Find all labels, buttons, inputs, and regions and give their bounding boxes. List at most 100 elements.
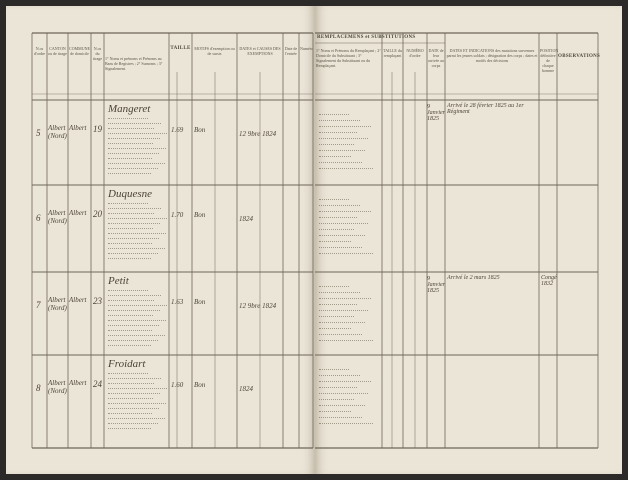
handwritten-line bbox=[108, 128, 154, 129]
row-taille: 1.69 bbox=[171, 126, 184, 134]
handwritten-line bbox=[108, 378, 161, 379]
printed-line bbox=[319, 223, 368, 224]
column-header-motifs: MOTIFS d'exemption ou de sursis bbox=[194, 46, 235, 56]
handwritten-line bbox=[108, 340, 158, 341]
printed-line bbox=[319, 241, 351, 242]
column-header-canton: CANTON ou de tirage bbox=[48, 46, 67, 56]
printed-line bbox=[319, 381, 371, 382]
row-motif: Bon bbox=[194, 298, 206, 306]
handwritten-line bbox=[108, 373, 148, 374]
printed-line bbox=[319, 144, 354, 145]
handwritten-line bbox=[108, 335, 165, 336]
printed-line bbox=[319, 286, 349, 287]
row-motif: Bon bbox=[194, 126, 206, 134]
printed-line bbox=[319, 205, 360, 206]
column-header-commune: COMMUNE de domicile bbox=[69, 46, 90, 56]
row-tirage: 20 bbox=[93, 209, 102, 219]
printed-line bbox=[319, 199, 349, 200]
handwritten-line bbox=[108, 143, 153, 144]
printed-line bbox=[319, 229, 354, 230]
column-header-position: POSITION définitive de chaque homme bbox=[540, 48, 559, 73]
handwritten-line bbox=[108, 315, 153, 316]
printed-line bbox=[319, 162, 362, 163]
handwritten-line bbox=[108, 320, 166, 321]
row-tirage: 23 bbox=[93, 296, 102, 306]
column-header-rempl: 1° Noms et Prénoms du Remplaçant ; 2° Do… bbox=[316, 48, 381, 68]
printed-line bbox=[319, 316, 354, 317]
printed-line bbox=[319, 235, 365, 236]
handwritten-line bbox=[108, 233, 166, 234]
printed-line bbox=[319, 211, 371, 212]
table-grid bbox=[315, 32, 599, 449]
handwritten-line bbox=[108, 118, 148, 119]
row-commune: Albert bbox=[69, 296, 87, 304]
row-name: Petit bbox=[108, 275, 129, 287]
printed-line bbox=[319, 340, 373, 341]
handwritten-line bbox=[108, 123, 161, 124]
printed-line bbox=[319, 298, 371, 299]
row-taille: 1.70 bbox=[171, 211, 184, 219]
row-motif: Bon bbox=[194, 381, 206, 389]
left-page: N.os d'ordre CANTON ou de tirage COMMUNE d… bbox=[6, 6, 315, 474]
handwritten-line bbox=[108, 418, 165, 419]
printed-line bbox=[319, 423, 373, 424]
row-number: 5 bbox=[36, 128, 41, 138]
row-date: 1824 bbox=[239, 385, 253, 393]
handwritten-line bbox=[108, 138, 160, 139]
handwritten-line bbox=[108, 388, 167, 389]
handwritten-line bbox=[108, 403, 166, 404]
printed-line bbox=[319, 120, 360, 121]
row-number: 6 bbox=[36, 213, 41, 223]
printed-line bbox=[319, 334, 362, 335]
column-header-tirage: N.os du tirage bbox=[92, 46, 103, 61]
printed-line bbox=[319, 328, 351, 329]
printed-line bbox=[319, 393, 368, 394]
row-name: Froidart bbox=[108, 358, 146, 370]
row-canton: Albert (Nord) bbox=[48, 209, 67, 225]
printed-line bbox=[319, 322, 365, 323]
handwritten-line bbox=[108, 243, 152, 244]
column-header-observations: OBSERVATIONS bbox=[558, 54, 601, 59]
printed-line bbox=[319, 369, 349, 370]
handwritten-line bbox=[108, 213, 154, 214]
printed-line bbox=[319, 126, 371, 127]
handwritten-line bbox=[108, 428, 151, 429]
row-motif: Bon bbox=[194, 211, 206, 219]
handwritten-line bbox=[108, 393, 160, 394]
column-header-no: N.os d'ordre bbox=[33, 46, 46, 56]
column-header-noms: 1° Noms et prénoms et Prénoms au Bans de… bbox=[105, 56, 163, 71]
row-name: Mangeret bbox=[108, 103, 151, 115]
handwritten-line bbox=[108, 248, 165, 249]
column-header-date: DATE de leur arrivée au corps bbox=[428, 48, 444, 68]
printed-line bbox=[319, 417, 362, 418]
column-header-c2: Numéro bbox=[300, 46, 314, 51]
handwritten-line bbox=[108, 408, 159, 409]
row-tirage: 19 bbox=[93, 124, 102, 134]
column-header-taille: TAILLE du remplaçant bbox=[383, 48, 402, 58]
printed-line bbox=[319, 247, 362, 248]
handwritten-line bbox=[108, 153, 159, 154]
handwritten-line bbox=[108, 228, 153, 229]
row-canton: Albert (Nord) bbox=[48, 379, 67, 395]
handwritten-line bbox=[108, 325, 159, 326]
printed-line bbox=[319, 387, 357, 388]
row-date: 12 9bre 1824 bbox=[239, 130, 277, 138]
handwritten-line bbox=[108, 238, 159, 239]
handwritten-line bbox=[108, 345, 151, 346]
handwritten-line bbox=[108, 305, 167, 306]
handwritten-line bbox=[108, 398, 153, 399]
handwritten-line bbox=[108, 383, 154, 384]
handwritten-line bbox=[108, 290, 148, 291]
row-name: Duquesne bbox=[108, 188, 152, 200]
printed-line bbox=[319, 304, 357, 305]
row-indication: Arrivé le 2 mars 1825 bbox=[447, 275, 500, 281]
handwritten-line bbox=[108, 148, 166, 149]
handwritten-line bbox=[108, 300, 154, 301]
row-commune: Albert bbox=[69, 379, 87, 387]
row-arrival-date: 9 Janvier 1825 bbox=[427, 104, 445, 122]
handwritten-line bbox=[108, 258, 151, 259]
handwritten-line bbox=[108, 173, 151, 174]
handwritten-line bbox=[108, 218, 167, 219]
handwritten-line bbox=[108, 413, 152, 414]
row-taille: 1.63 bbox=[171, 298, 184, 306]
